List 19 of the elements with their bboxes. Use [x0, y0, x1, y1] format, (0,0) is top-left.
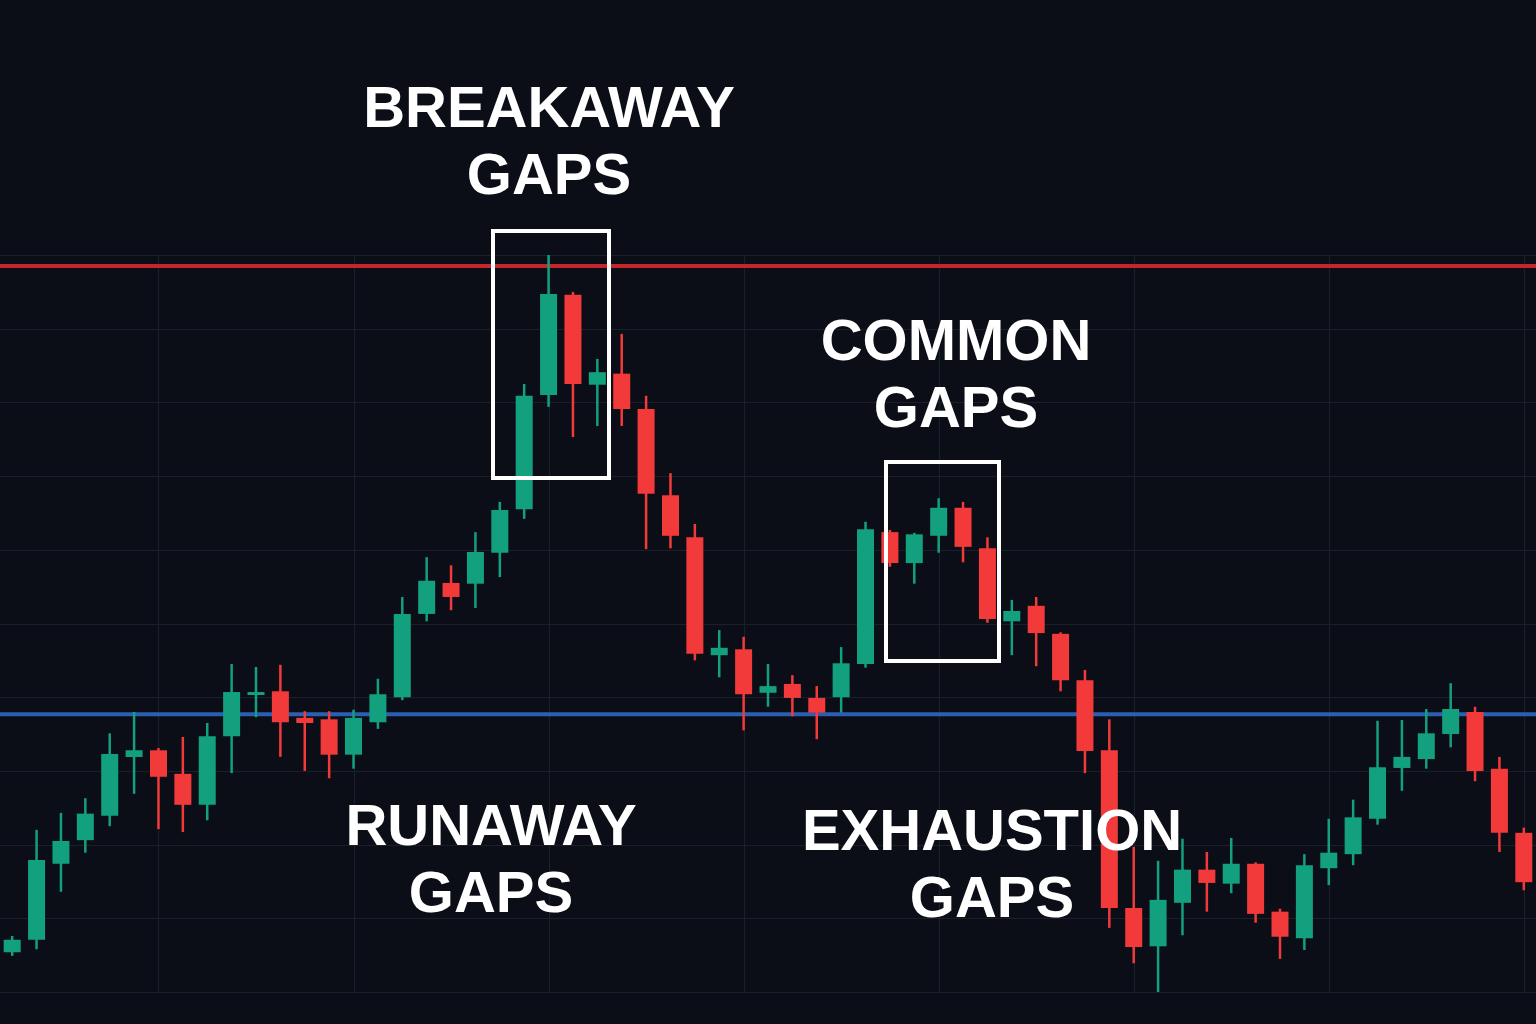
candlestick [588, 357, 606, 428]
annotation: RUNAWAY GAPS [345, 792, 637, 924]
candlestick [247, 665, 265, 719]
candlestick [1393, 718, 1411, 793]
candlestick [125, 710, 143, 795]
candlestick [296, 709, 314, 773]
annotation: COMMON GAPS [820, 307, 1092, 439]
candlestick [3, 934, 21, 958]
candlestick [1320, 817, 1338, 887]
candlestick [1222, 836, 1240, 895]
candlestick [1003, 598, 1021, 657]
candlestick [759, 662, 777, 709]
text: BREAKAWAY GAPS [363, 74, 735, 206]
candlestick [710, 628, 728, 679]
candlestick [1198, 850, 1216, 913]
candlestick [783, 673, 801, 718]
candlestick [52, 811, 70, 894]
candlestick [442, 564, 460, 612]
candlestick [808, 684, 826, 741]
